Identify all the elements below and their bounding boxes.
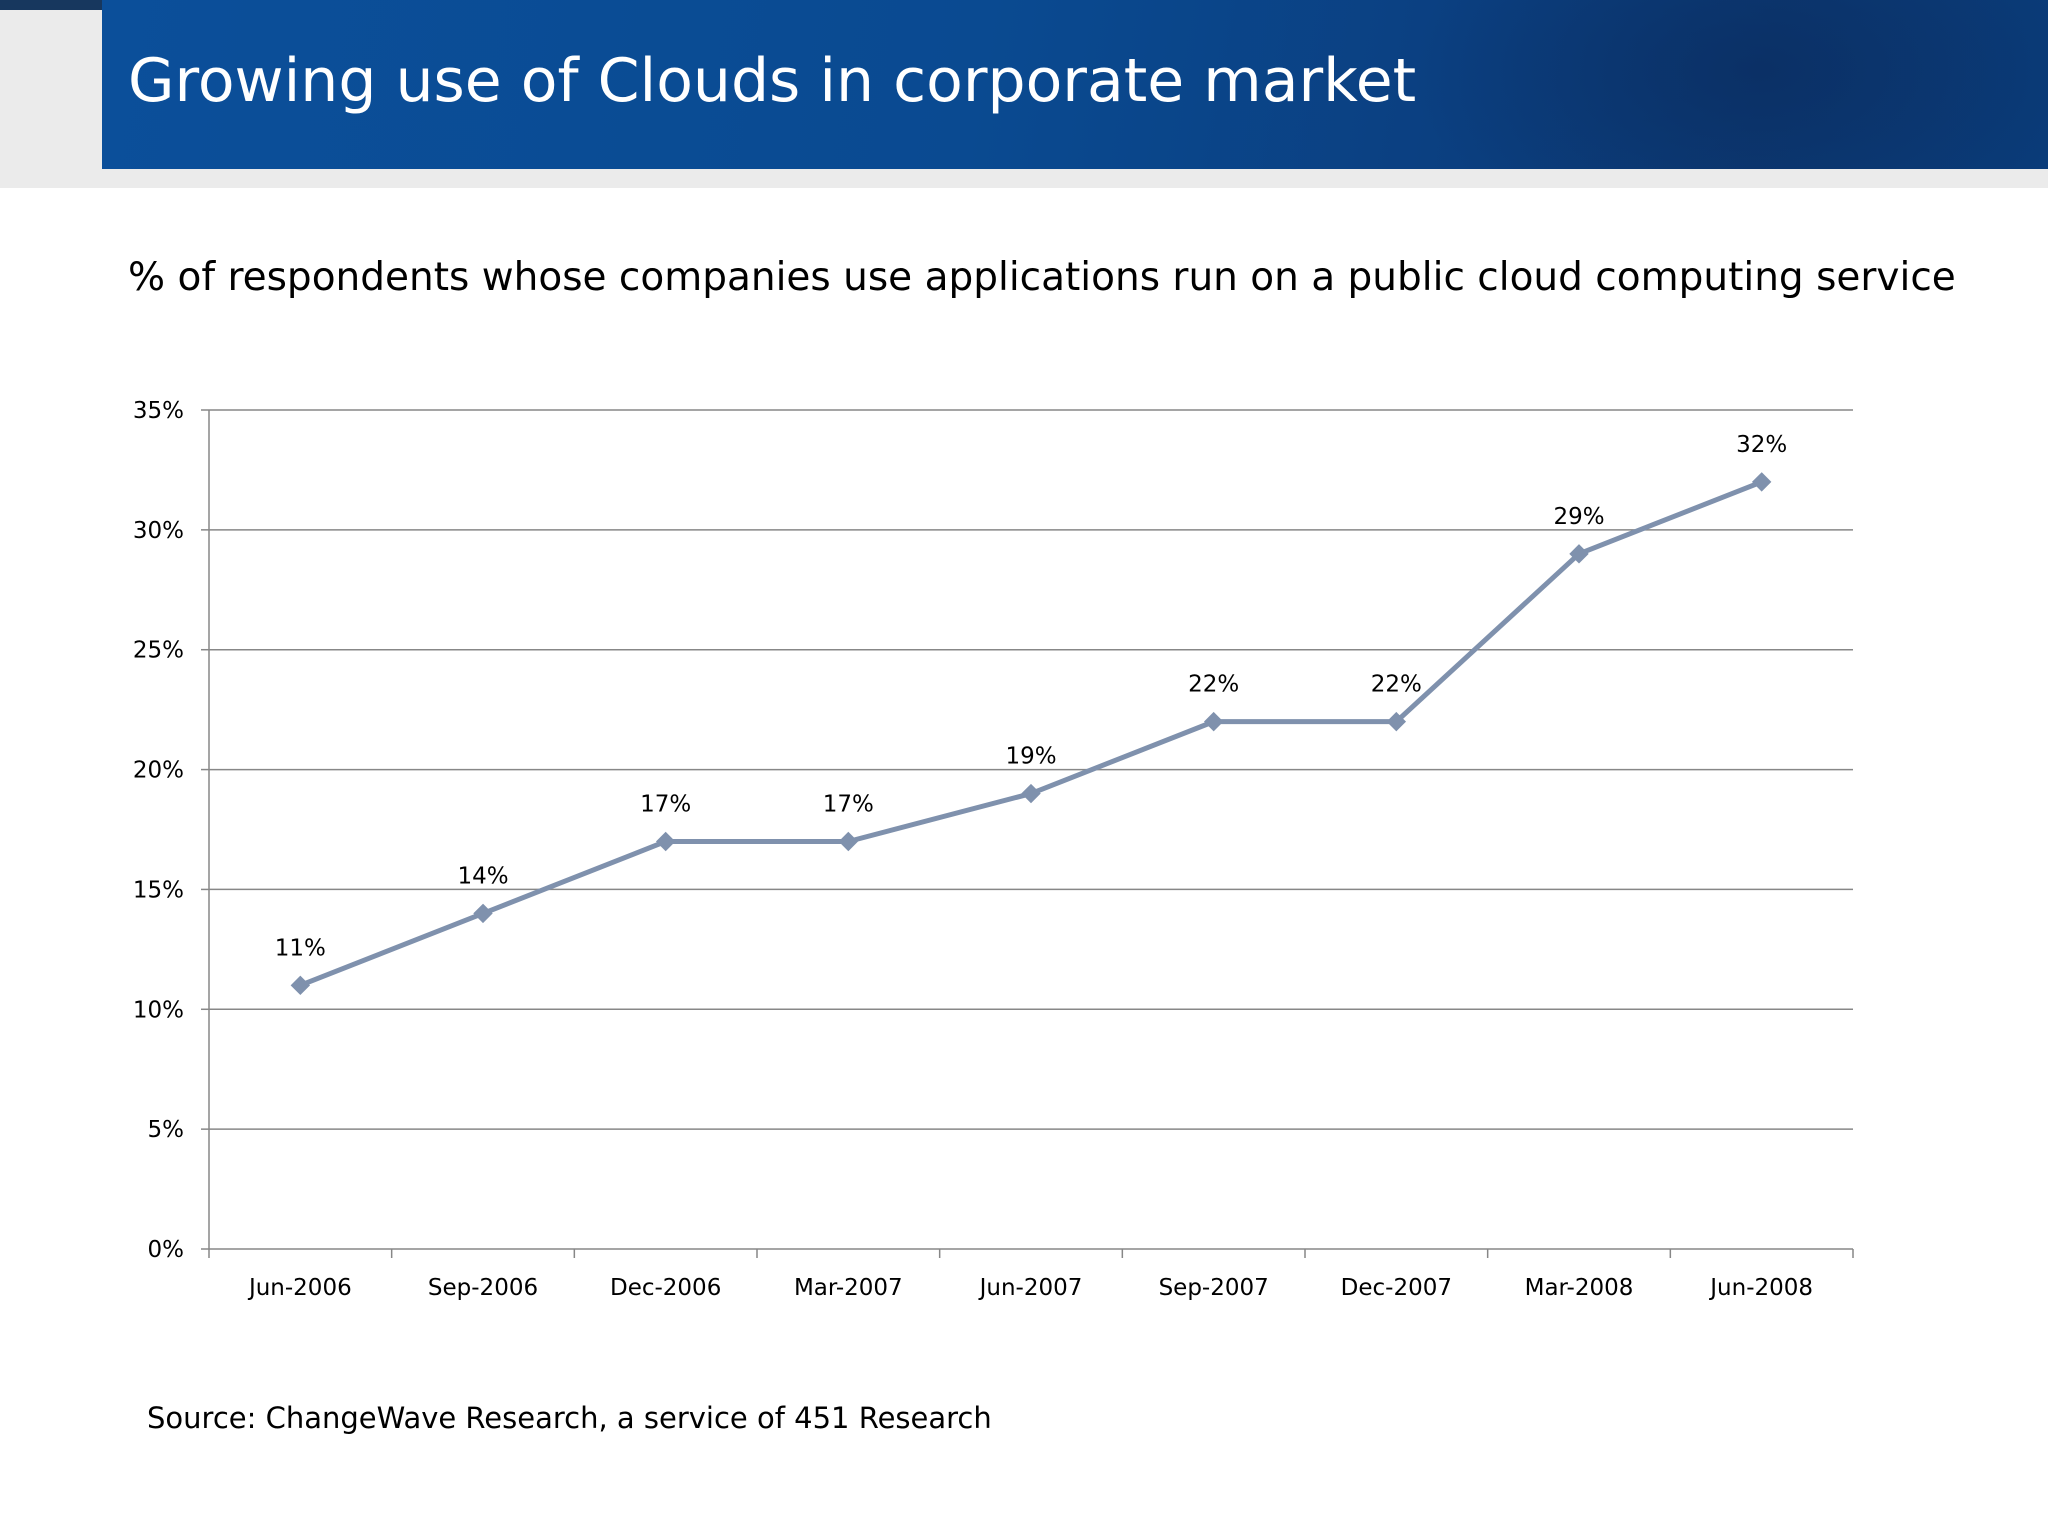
x-tick-label: Jun-2007 [978,1275,1083,1301]
data-label: 11% [275,935,326,961]
series-line [299,479,1763,988]
y-tick-labels: 0% 5% 10% 15% 20% 25% 30% 35% [133,398,184,1263]
axes [201,409,1854,1258]
x-tick-label: Dec-2007 [1341,1275,1452,1301]
x-tick-label: Sep-2006 [428,1275,538,1301]
title-bar: Growing use of Clouds in corporate marke… [102,0,2048,169]
slide-title: Growing use of Clouds in corporate marke… [128,46,1417,116]
data-point-marker [1203,711,1224,732]
x-tick-labels: Jun-2006 Sep-2006 Dec-2006 Mar-2007 Jun-2007… [247,1275,1813,1301]
y-tick-label: 35% [133,398,184,424]
data-point-marker [1569,544,1589,564]
y-tick-label: 20% [133,758,184,784]
corner-accent [0,0,102,10]
y-tick-label: 5% [148,1117,185,1143]
x-tick-label: Mar-2008 [1525,1275,1634,1301]
data-label: 19% [1005,744,1056,770]
source-note: Source: ChangeWave Research, a service o… [147,1401,992,1435]
data-label: 17% [640,791,691,817]
data-point-marker [473,903,493,924]
y-tick-label: 25% [133,638,184,664]
data-point-marker [290,975,311,996]
data-label: 14% [457,863,508,889]
x-tick-label: Jun-2006 [247,1275,352,1301]
data-point-marker [655,831,676,852]
data-label: 22% [1371,672,1422,698]
x-tick-label: Sep-2007 [1159,1275,1269,1301]
x-tick-label: Mar-2007 [794,1275,903,1301]
data-label: 22% [1188,672,1239,698]
data-point-marker [1021,783,1041,804]
x-tick-label: Dec-2006 [610,1275,721,1301]
data-point-marker [838,831,859,852]
data-point-marker [1751,472,1772,492]
y-tick-label: 30% [133,518,184,544]
gridlines [209,409,1853,1130]
data-point-marker [1386,711,1407,732]
data-label: 32% [1736,432,1787,458]
data-label: 29% [1553,504,1604,530]
y-tick-label: 15% [133,877,184,903]
data-label: 17% [823,791,874,817]
data-labels: 11% 14% 17% 17% 19% 22% 22% 29% 32% [275,432,1787,961]
y-tick-label: 10% [133,997,184,1023]
x-tick-label: Jun-2008 [1708,1275,1813,1301]
y-tick-label: 0% [148,1237,185,1263]
chart-title: % of respondents whose companies use app… [128,255,1956,300]
series [290,472,1772,996]
